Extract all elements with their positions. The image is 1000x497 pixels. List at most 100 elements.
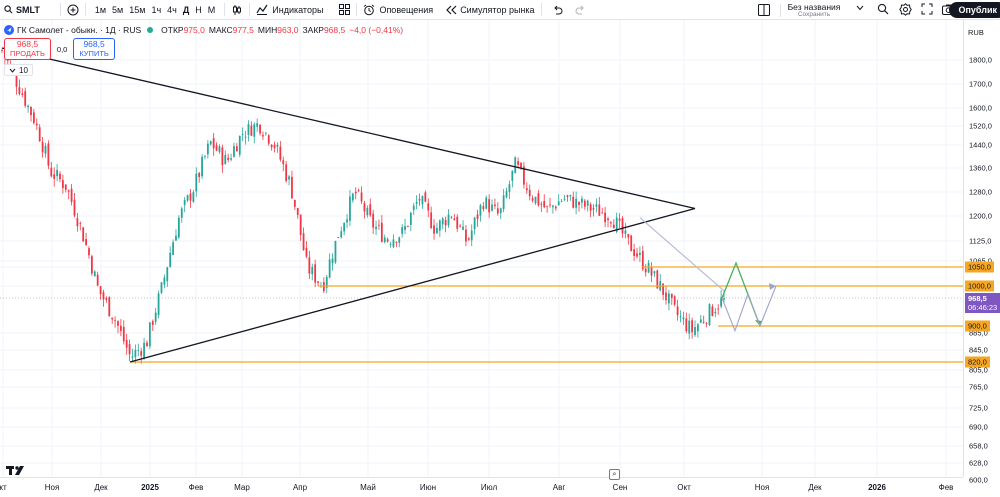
candle-body <box>592 208 595 210</box>
candle-body <box>670 293 673 299</box>
candles-icon[interactable] <box>231 4 243 16</box>
timeframe-4[interactable]: 4ч <box>167 4 177 15</box>
tradingview-logo[interactable] <box>6 464 28 479</box>
level-label[interactable]: 900,0 <box>965 320 990 332</box>
publish-button[interactable]: Опублик <box>949 2 1000 18</box>
time-tick: Май <box>360 483 376 492</box>
level-label[interactable]: 820,0 <box>965 356 990 368</box>
candle-body <box>175 235 177 241</box>
time-tick: Мар <box>234 483 250 492</box>
candle-body <box>465 229 467 242</box>
buy-button[interactable]: 968,5 КУПИТЬ <box>73 38 115 60</box>
candle-body <box>259 124 261 134</box>
divider <box>224 3 226 16</box>
candle-body <box>499 208 502 214</box>
candle-body <box>221 147 224 166</box>
candle-body <box>119 325 122 331</box>
candle-body <box>102 292 105 300</box>
price-chart[interactable] <box>0 20 963 477</box>
plus-circle-icon[interactable] <box>67 4 79 16</box>
timeframe-0[interactable]: 1м <box>94 4 107 15</box>
time-axis[interactable]: кт Ноя Дек 2025 Фев Мар Апр Май Июн Июл Авг Сен Окт Н… <box>0 477 963 497</box>
layout-menu[interactable]: Без названия Сохранить <box>786 2 842 18</box>
timeframe-6[interactable]: Н <box>195 4 202 15</box>
candle-body <box>291 176 293 199</box>
candle-body <box>247 124 250 135</box>
candle-body <box>50 167 53 177</box>
candle-body <box>117 321 119 326</box>
alerts-button[interactable]: Оповещения <box>363 0 433 20</box>
candle-body <box>143 342 145 359</box>
candle-body <box>404 225 406 230</box>
candle-body <box>79 223 82 225</box>
candles <box>1 48 725 364</box>
candle-body <box>644 268 647 273</box>
candle-body <box>624 230 627 234</box>
fullscreen-icon[interactable] <box>921 3 933 15</box>
last-price: 968,5 <box>968 294 987 303</box>
price-axis[interactable]: 1800,0 1700,0 1600,0 1520,0 1440,0 1360,0 1280… <box>963 20 1000 485</box>
candle-body <box>70 188 73 202</box>
symbol-search[interactable]: SMLT <box>0 0 40 20</box>
timeframe-7[interactable]: М <box>207 4 216 15</box>
horizontal-levels <box>0 266 963 363</box>
replay-button[interactable]: Симулятор рынка <box>445 0 535 20</box>
grid-icon[interactable] <box>339 4 351 15</box>
candle-body <box>494 204 496 207</box>
layout-icon[interactable] <box>758 4 770 16</box>
timeframe-5[interactable]: Д <box>182 4 190 15</box>
candle-body <box>64 184 67 190</box>
candle-body <box>349 196 351 221</box>
low-label: МИН <box>257 25 278 35</box>
undo-icon[interactable] <box>552 5 563 15</box>
redo-icon[interactable] <box>575 5 586 15</box>
timeframe-2[interactable]: 15м <box>129 4 146 15</box>
candle-body <box>340 231 343 238</box>
level-label[interactable]: 1000,0 <box>965 280 994 292</box>
price-tick: 1600,0 <box>969 103 992 113</box>
candle-body <box>73 199 76 216</box>
candle-body <box>148 322 151 347</box>
candle-body <box>21 93 24 95</box>
candle-body <box>415 201 418 204</box>
candle-body <box>456 216 459 229</box>
candle-body <box>607 218 609 221</box>
price-tick: 885,0 <box>969 328 988 338</box>
candle-body <box>679 316 682 318</box>
candle-body <box>563 198 566 200</box>
timeframe-3[interactable]: 1ч <box>151 4 162 15</box>
timeframe-1[interactable]: 5м <box>112 4 124 15</box>
candle-body <box>241 134 244 136</box>
gear-icon[interactable] <box>899 3 912 16</box>
search-icon[interactable] <box>877 3 889 16</box>
indicators-button[interactable]: Индикаторы <box>256 0 323 20</box>
candle-body <box>392 239 395 247</box>
candle-body <box>723 298 725 300</box>
candle-body <box>41 141 44 153</box>
candle-body <box>554 206 557 209</box>
symbol-logo-icon <box>4 25 14 35</box>
candle-body <box>90 256 93 274</box>
candle-body <box>427 203 430 211</box>
candle-body <box>641 251 644 270</box>
candle-body <box>560 200 563 202</box>
candle-body <box>546 206 549 207</box>
candle-body <box>325 276 328 288</box>
forecast-alt-arrowhead <box>769 283 776 290</box>
indicator-toggle[interactable]: 10 <box>4 64 33 76</box>
candle-body <box>505 191 508 198</box>
candle-body <box>238 135 241 155</box>
candle-body <box>273 144 276 149</box>
indicators-label: Индикаторы <box>272 4 324 15</box>
chevron-down-icon[interactable] <box>856 5 864 11</box>
candle-body <box>595 204 598 207</box>
level-label[interactable]: 1050,0 <box>965 261 994 273</box>
series-title[interactable]: ГК Самолет - обыкн. · 1Д · RUS <box>17 25 142 35</box>
currency-label[interactable]: RUB <box>968 28 984 37</box>
scroll-to-realtime-button[interactable]: ⌕ <box>609 469 620 480</box>
sell-button[interactable]: 968,5 ПРОДАТЬ <box>4 38 51 60</box>
candle-body <box>334 240 337 263</box>
forecast-path-main <box>721 261 761 327</box>
price-tick: 600,0 <box>969 475 988 485</box>
candle-body <box>163 277 166 285</box>
